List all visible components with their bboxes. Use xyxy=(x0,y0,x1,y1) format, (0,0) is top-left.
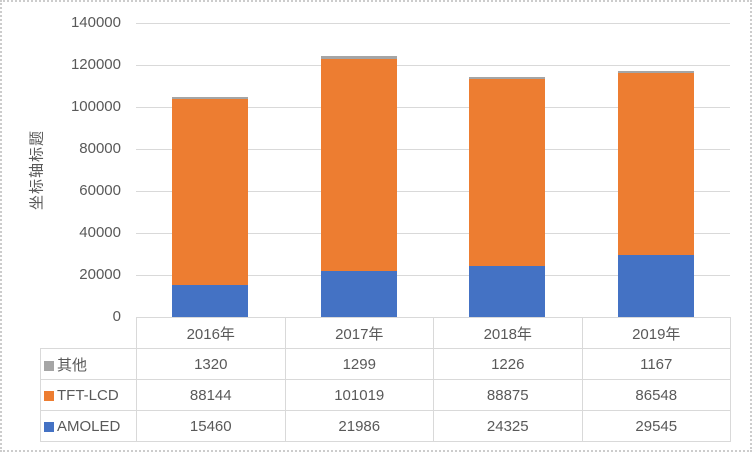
bar-stack-2016年 xyxy=(172,96,249,317)
bar-stack-2019年 xyxy=(617,70,694,317)
year-header-cell: 2019年 xyxy=(581,317,731,349)
bar-segment-其他 xyxy=(469,76,546,80)
bar-segment-AMOLED xyxy=(172,284,249,317)
value-cell: 86548 xyxy=(581,379,731,411)
y-axis-tick-label: 40000 xyxy=(79,224,121,241)
gridline xyxy=(136,22,730,24)
y-axis-tick-label: 20000 xyxy=(79,266,121,283)
table-row-TFT-LCD: TFT-LCD 88144 101019 88875 86548 xyxy=(40,379,731,411)
bar-stack-2018年 xyxy=(469,76,546,317)
y-axis-tick-label: 100000 xyxy=(70,98,121,115)
gridline xyxy=(136,190,730,192)
legend-label: 其他 xyxy=(57,356,88,374)
bar-stack-2017年 xyxy=(320,56,397,317)
bar-segment-TFT-LCD xyxy=(617,73,694,255)
value-cell: 1320 xyxy=(136,348,286,380)
bar-segment-TFT-LCD xyxy=(320,58,397,271)
y-axis-tick-label: 140000 xyxy=(70,14,121,31)
gridline xyxy=(136,274,730,276)
table-header-row: 2016年 2017年 2018年 2019年 xyxy=(41,317,731,349)
value-cell: 88875 xyxy=(433,379,583,411)
y-axis-tick-label: 0 xyxy=(112,308,121,325)
value-cell: 15460 xyxy=(136,410,286,442)
legend-cell-TFT-LCD: TFT-LCD xyxy=(40,379,137,411)
value-cell: 88144 xyxy=(136,379,286,411)
bar-segment-TFT-LCD xyxy=(469,79,546,266)
bar-segment-其他 xyxy=(172,96,249,100)
y-axis-tick-label: 120000 xyxy=(70,56,121,73)
bar-segment-AMOLED xyxy=(320,270,397,317)
y-axis-tick-label: 60000 xyxy=(79,182,121,199)
y-axis-tick-label: 80000 xyxy=(79,140,121,157)
bar-segment-AMOLED xyxy=(617,254,694,317)
value-cell: 21986 xyxy=(284,410,434,442)
data-table: 2016年 2017年 2018年 2019年 其他 1320 1299 1226 1167 TF… xyxy=(40,317,731,442)
value-cell: 29545 xyxy=(581,410,731,442)
value-cell: 24325 xyxy=(433,410,583,442)
legend-cell-其他: 其他 xyxy=(40,348,137,380)
legend-label: AMOLED xyxy=(57,417,121,435)
legend-label: TFT-LCD xyxy=(57,386,119,404)
year-header-cell: 2017年 xyxy=(284,317,434,349)
bar-segment-TFT-LCD xyxy=(172,99,249,285)
value-cell: 101019 xyxy=(284,379,434,411)
legend-key-icon xyxy=(44,390,54,401)
table-corner-blank xyxy=(41,318,137,349)
legend-key-icon xyxy=(44,360,54,371)
year-header-cell: 2016年 xyxy=(136,317,286,349)
gridline xyxy=(136,148,730,150)
year-header-cell: 2018年 xyxy=(433,317,583,349)
bar-segment-其他 xyxy=(320,56,397,59)
value-cell: 1299 xyxy=(284,348,434,380)
gridline xyxy=(136,232,730,234)
bar-segment-其他 xyxy=(617,70,694,74)
legend-cell-AMOLED: AMOLED xyxy=(40,410,137,442)
bar-segment-AMOLED xyxy=(469,265,546,317)
value-cell: 1226 xyxy=(433,348,583,380)
legend-key-icon xyxy=(44,421,54,432)
value-cell: 1167 xyxy=(581,348,731,380)
gridline xyxy=(136,64,730,66)
table-row-其他: 其他 1320 1299 1226 1167 xyxy=(40,348,731,380)
gridline xyxy=(136,106,730,108)
table-row-AMOLED: AMOLED 15460 21986 24325 29545 xyxy=(40,410,731,442)
